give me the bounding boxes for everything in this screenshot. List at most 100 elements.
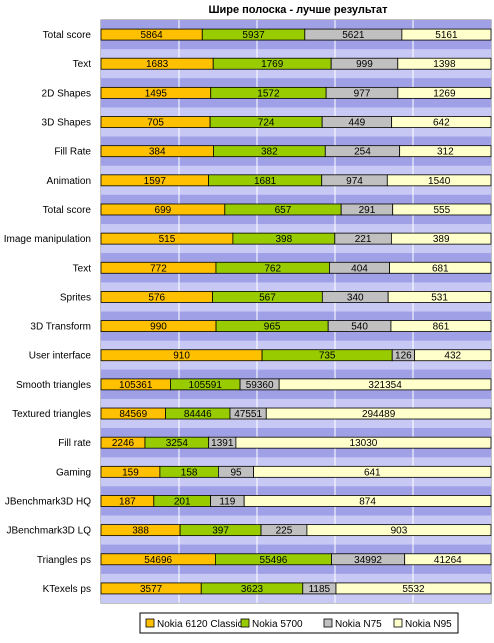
data-label: 340 xyxy=(347,292,364,303)
category-label: Animation xyxy=(47,176,91,187)
data-label: 724 xyxy=(258,118,275,129)
data-label: 225 xyxy=(276,526,293,537)
data-label: 657 xyxy=(275,205,292,216)
data-label: 13030 xyxy=(350,438,378,449)
data-label: 5864 xyxy=(141,30,164,41)
data-label: 397 xyxy=(212,526,229,537)
data-label: 119 xyxy=(219,496,235,507)
legend-swatch xyxy=(145,618,155,628)
data-label: 772 xyxy=(150,263,167,274)
data-label: 126 xyxy=(395,351,412,362)
data-label: 84446 xyxy=(184,409,212,420)
data-label: 861 xyxy=(433,322,450,333)
data-label: 41264 xyxy=(434,555,462,566)
bar-segment xyxy=(306,524,492,537)
data-label: 382 xyxy=(261,147,278,158)
bar-segment xyxy=(390,320,492,332)
legend-label: Nokia 6120 Classic xyxy=(157,619,243,630)
data-label: 55496 xyxy=(260,555,288,566)
category-label: Textured triangles xyxy=(12,409,91,420)
bar-segment xyxy=(243,495,492,507)
data-label: 1398 xyxy=(433,59,456,70)
data-label: 1681 xyxy=(254,176,277,187)
category-label: User interface xyxy=(29,351,92,362)
data-label: 999 xyxy=(356,59,373,70)
data-label: 974 xyxy=(346,176,363,187)
data-label: 432 xyxy=(444,351,461,362)
data-label: 699 xyxy=(155,205,172,216)
data-label: 1683 xyxy=(146,59,169,70)
data-label: 555 xyxy=(434,205,451,216)
data-label: 531 xyxy=(431,292,448,303)
data-label: 965 xyxy=(264,322,281,333)
category-label: JBenchmark3D LQ xyxy=(7,526,92,537)
category-label: Text xyxy=(73,59,92,70)
data-label: 1572 xyxy=(257,88,280,99)
bar-segment xyxy=(401,28,492,41)
category-label: Smooth triangles xyxy=(16,380,91,391)
data-label: 681 xyxy=(432,263,449,274)
legend-label: Nokia 5700 xyxy=(252,619,303,630)
data-label: 762 xyxy=(264,263,281,274)
category-label: 2D Shapes xyxy=(42,88,91,99)
data-label: 2246 xyxy=(112,438,135,449)
data-label: 735 xyxy=(319,351,336,362)
category-label: Total score xyxy=(43,30,92,41)
data-label: 1185 xyxy=(309,584,331,595)
data-label: 187 xyxy=(119,496,136,507)
data-label: 321354 xyxy=(368,380,402,391)
bar-segment xyxy=(397,86,492,99)
bar-segment xyxy=(278,378,492,391)
data-label: 3254 xyxy=(166,438,189,449)
data-label: 221 xyxy=(355,234,372,245)
data-label: 1269 xyxy=(433,88,456,99)
bar-segment xyxy=(265,407,492,420)
data-label: 5621 xyxy=(342,30,365,41)
data-label: 201 xyxy=(174,496,191,507)
data-label: 1597 xyxy=(144,176,167,187)
legend: Nokia 6120 Classic Nokia 5700 Nokia N75 Nok… xyxy=(139,612,459,634)
data-label: 105591 xyxy=(189,380,223,391)
category-label: 3D Transform xyxy=(30,322,91,333)
category-label: Triangles ps xyxy=(37,555,91,566)
data-label: 705 xyxy=(147,118,164,129)
data-label: 903 xyxy=(391,526,408,537)
data-label: 389 xyxy=(433,234,450,245)
category-label: Text xyxy=(73,263,92,274)
category-label: Image manipulation xyxy=(4,234,91,245)
data-label: 254 xyxy=(354,147,371,158)
data-label: 641 xyxy=(364,467,381,478)
data-label: 384 xyxy=(149,147,166,158)
data-label: 54696 xyxy=(144,555,172,566)
category-label: Total score xyxy=(43,205,92,216)
bar-segment xyxy=(387,291,492,303)
data-label: 95 xyxy=(230,467,242,478)
data-label: 291 xyxy=(359,205,376,216)
bar-segment xyxy=(335,582,492,595)
data-label: 5937 xyxy=(242,30,265,41)
legend-label: Nokia N75 xyxy=(335,619,382,630)
data-label: 990 xyxy=(150,322,167,333)
legend-swatch xyxy=(240,618,250,628)
category-label: Gaming xyxy=(56,467,91,478)
data-label: 47551 xyxy=(234,409,262,420)
data-label: 158 xyxy=(181,467,198,478)
bar-segment xyxy=(390,232,492,245)
data-label: 977 xyxy=(354,88,371,99)
data-label: 567 xyxy=(259,292,276,303)
data-label: 515 xyxy=(159,234,176,245)
category-label: Fill Rate xyxy=(54,147,91,158)
legend-swatch xyxy=(393,618,403,628)
data-label: 1495 xyxy=(145,88,168,99)
data-label: 874 xyxy=(359,496,376,507)
bar-segment xyxy=(386,174,492,187)
category-label: Sprites xyxy=(60,292,91,303)
bar-segment xyxy=(392,203,492,216)
data-label: 34992 xyxy=(354,555,382,566)
chart-title: Шире полоска - лучше результат xyxy=(208,4,388,16)
data-label: 576 xyxy=(148,292,165,303)
data-label: 3577 xyxy=(140,584,163,595)
data-label: 398 xyxy=(275,234,292,245)
